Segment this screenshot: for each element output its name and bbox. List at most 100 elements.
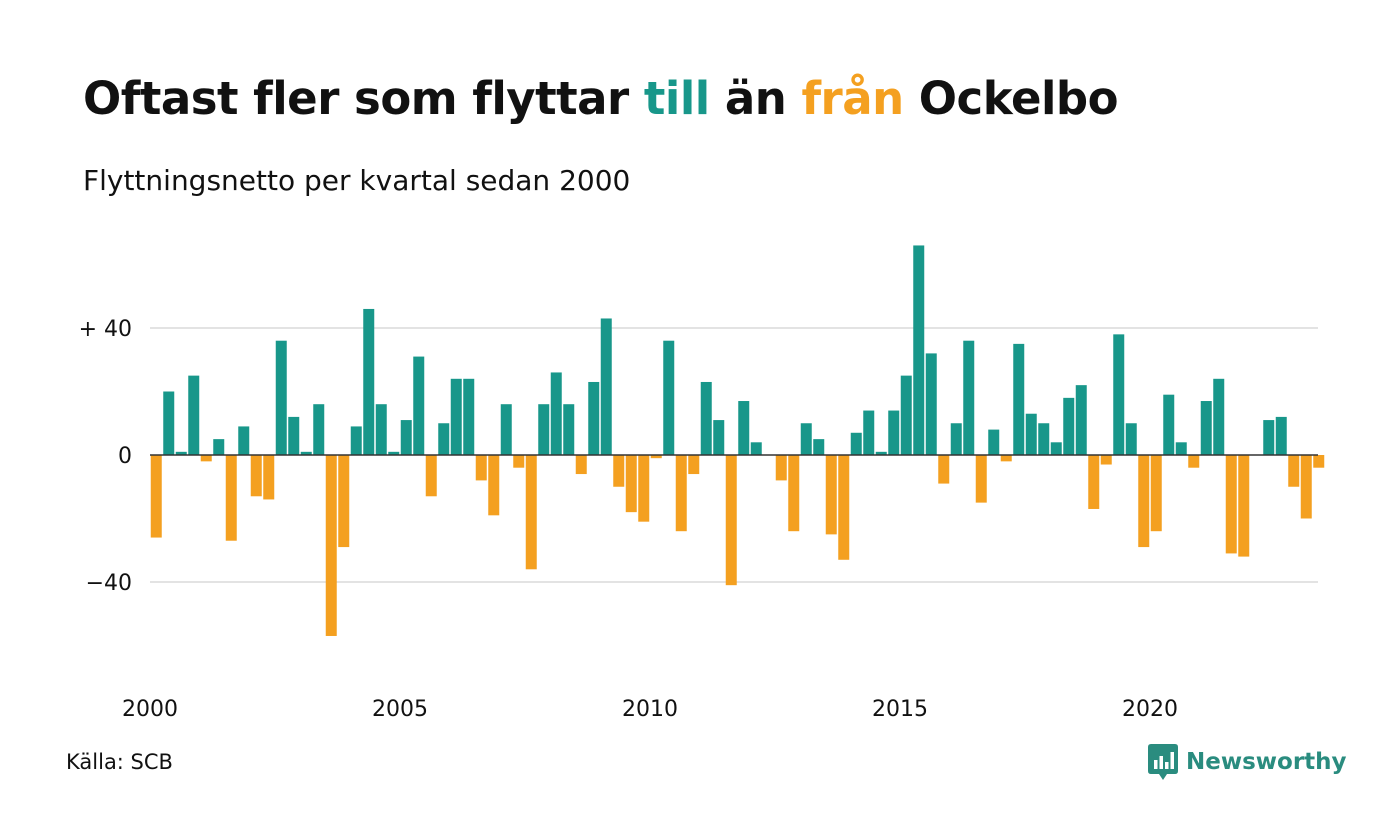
bar-q81 bbox=[1150, 455, 1162, 532]
bar-q11 bbox=[275, 340, 287, 455]
bar-q62 bbox=[913, 245, 925, 455]
bar-q20 bbox=[388, 451, 400, 455]
bar-q4 bbox=[188, 375, 200, 455]
bar-q42 bbox=[663, 340, 675, 455]
bar-q60 bbox=[888, 410, 900, 455]
newsworthy-logo-icon bbox=[1148, 744, 1178, 780]
bar-q49 bbox=[750, 442, 762, 455]
title-part-1: Oftast fler som flyttar bbox=[83, 72, 644, 125]
bar-q29 bbox=[500, 404, 512, 455]
bar-q8 bbox=[238, 426, 250, 455]
bar-q68 bbox=[988, 429, 1000, 455]
title-part-3: Ockelbo bbox=[903, 72, 1119, 125]
bar-q67 bbox=[975, 455, 987, 503]
bar-q71 bbox=[1025, 413, 1037, 455]
x-tick-label-2010: 2010 bbox=[622, 697, 678, 722]
bar-q38 bbox=[613, 455, 625, 487]
bar-q25 bbox=[450, 378, 462, 455]
bar-q87 bbox=[1225, 455, 1237, 554]
bar-q94 bbox=[1313, 455, 1325, 468]
bar-q59 bbox=[875, 451, 887, 455]
x-axis-ticks: 2000 2005 2010 2015 2020 bbox=[122, 697, 1178, 722]
bar-q48 bbox=[738, 401, 750, 455]
bars bbox=[150, 245, 1325, 636]
bar-q46 bbox=[713, 420, 725, 455]
x-tick-label-2020: 2020 bbox=[1122, 697, 1178, 722]
bar-q58 bbox=[863, 410, 875, 455]
bar-q85 bbox=[1200, 401, 1212, 455]
bar-q41 bbox=[650, 455, 662, 459]
bar-q13 bbox=[300, 451, 312, 455]
bar-q27 bbox=[475, 455, 487, 481]
newsworthy-brand[interactable]: Newsworthy bbox=[1148, 744, 1347, 780]
chart-title: Oftast fler som flyttar till än från Ock… bbox=[83, 72, 1119, 125]
bar-q90 bbox=[1263, 420, 1275, 455]
bar-q57 bbox=[850, 432, 862, 455]
bar-q88 bbox=[1238, 455, 1250, 557]
bar-chart: + 40 0 −40 2000 2005 2010 2015 2020 bbox=[79, 245, 1325, 722]
bar-q16 bbox=[338, 455, 350, 548]
bar-q33 bbox=[550, 372, 562, 455]
bar-q3 bbox=[175, 451, 187, 455]
bar-q43 bbox=[675, 455, 687, 532]
bar-q86 bbox=[1213, 378, 1225, 455]
brand-name: Newsworthy bbox=[1186, 749, 1347, 775]
bar-q47 bbox=[725, 455, 737, 586]
bar-q31 bbox=[525, 455, 537, 570]
bar-q5 bbox=[200, 455, 212, 462]
bar-q54 bbox=[813, 439, 825, 455]
bar-q39 bbox=[625, 455, 637, 513]
bar-q61 bbox=[900, 375, 912, 455]
y-tick-label: 0 bbox=[118, 444, 132, 469]
bar-q22 bbox=[413, 356, 425, 455]
bar-q66 bbox=[963, 340, 975, 455]
source-note: Källa: SCB bbox=[66, 750, 173, 774]
bar-q7 bbox=[225, 455, 237, 541]
chart-subtitle: Flyttningsnetto per kvartal sedan 2000 bbox=[83, 164, 631, 197]
title-word-fran: från bbox=[801, 72, 904, 125]
bar-q91 bbox=[1275, 416, 1287, 455]
bar-q53 bbox=[800, 423, 812, 455]
bar-q34 bbox=[563, 404, 575, 455]
bar-q6 bbox=[213, 439, 225, 455]
bar-q9 bbox=[250, 455, 262, 497]
y-tick-label: + 40 bbox=[79, 317, 132, 342]
bar-q12 bbox=[288, 416, 300, 455]
bar-q26 bbox=[463, 378, 475, 455]
bar-q45 bbox=[700, 381, 712, 455]
bar-q17 bbox=[350, 426, 362, 455]
bar-q74 bbox=[1063, 397, 1075, 455]
bar-q56 bbox=[838, 455, 850, 560]
bar-q93 bbox=[1300, 455, 1312, 519]
bar-q24 bbox=[438, 423, 450, 455]
bar-q72 bbox=[1038, 423, 1050, 455]
y-tick-label: −40 bbox=[86, 571, 132, 596]
bar-q14 bbox=[313, 404, 325, 455]
bar-q76 bbox=[1088, 455, 1100, 509]
title-word-till: till bbox=[643, 72, 710, 125]
x-tick-label-2005: 2005 bbox=[372, 697, 428, 722]
bar-q83 bbox=[1175, 442, 1187, 455]
title-part-2: än bbox=[709, 72, 802, 125]
bar-q80 bbox=[1138, 455, 1150, 548]
bar-q78 bbox=[1113, 334, 1125, 455]
bar-q75 bbox=[1075, 385, 1087, 455]
bar-q10 bbox=[263, 455, 275, 500]
bar-q32 bbox=[538, 404, 550, 455]
bar-q69 bbox=[1000, 455, 1012, 462]
bar-q35 bbox=[575, 455, 587, 475]
bar-q65 bbox=[950, 423, 962, 455]
bar-q70 bbox=[1013, 343, 1025, 455]
bar-q55 bbox=[825, 455, 837, 535]
bar-q1 bbox=[150, 455, 162, 538]
bar-q15 bbox=[325, 455, 337, 636]
bar-q21 bbox=[400, 420, 412, 455]
bar-q84 bbox=[1188, 455, 1200, 468]
bar-q23 bbox=[425, 455, 437, 497]
bar-q36 bbox=[588, 381, 600, 455]
x-tick-label-2015: 2015 bbox=[872, 697, 928, 722]
bar-q63 bbox=[925, 353, 937, 455]
bar-q79 bbox=[1125, 423, 1137, 455]
bar-q77 bbox=[1100, 455, 1112, 465]
bar-q52 bbox=[788, 455, 800, 532]
